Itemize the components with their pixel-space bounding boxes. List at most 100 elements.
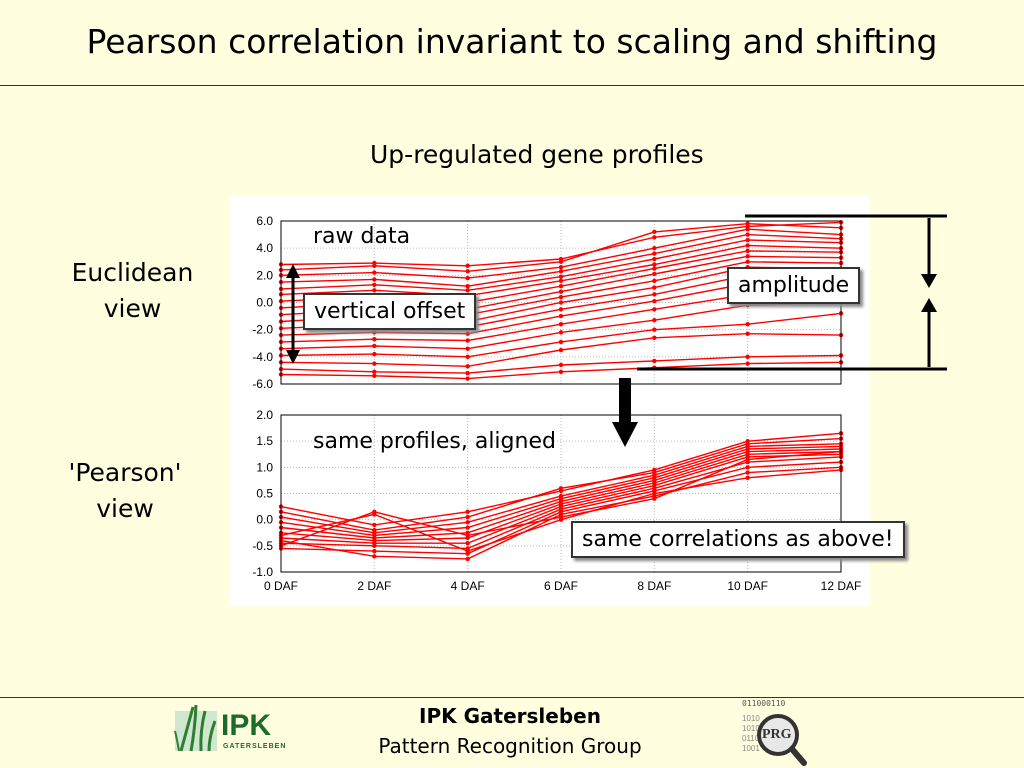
data-point xyxy=(558,322,564,327)
data-point xyxy=(558,294,564,300)
prg-logo-text: PRG xyxy=(762,727,792,742)
footer-divider xyxy=(0,697,1024,698)
data-point xyxy=(652,229,657,235)
data-point xyxy=(558,313,564,319)
y-tick-label: 6.0 xyxy=(256,214,273,228)
data-point xyxy=(745,354,750,360)
pearson-label-line2: view xyxy=(96,494,154,523)
x-tick-label: 12 DAF xyxy=(821,579,862,593)
data-point xyxy=(465,364,470,369)
data-point xyxy=(558,269,564,274)
data-point xyxy=(558,284,564,289)
data-point xyxy=(558,330,564,335)
pearson-view-label: 'Pearson' view xyxy=(55,455,195,527)
data-point xyxy=(745,243,750,248)
data-point xyxy=(652,496,657,501)
y-tick-label: -6.0 xyxy=(252,377,273,391)
data-point xyxy=(652,245,657,251)
data-point xyxy=(465,556,470,562)
x-tick-label: 6 DAF xyxy=(544,579,578,593)
y-tick-label: 0.0 xyxy=(256,513,273,527)
data-point xyxy=(372,263,377,269)
data-point xyxy=(745,475,750,480)
data-point xyxy=(465,509,470,515)
raw-data-note: raw data xyxy=(313,224,411,249)
data-point xyxy=(372,554,377,559)
data-point xyxy=(465,376,470,381)
data-point xyxy=(652,327,657,332)
data-point xyxy=(558,307,564,312)
data-point xyxy=(652,317,657,323)
chart-panel: -6.0 -4.0 -2.0 0.0 2.0 4.0 6.0 -1.0 -0.5 0.0 0.5 1.… xyxy=(230,195,870,605)
data-point xyxy=(372,548,377,554)
data-point xyxy=(745,226,750,232)
data-point xyxy=(465,284,470,289)
data-point xyxy=(558,274,564,279)
data-point xyxy=(372,509,377,515)
data-point xyxy=(745,457,750,462)
data-point xyxy=(465,338,470,343)
svg-text:1001: 1001 xyxy=(742,744,760,753)
data-point xyxy=(652,335,657,341)
data-point xyxy=(465,525,470,530)
data-point xyxy=(558,259,564,264)
data-point xyxy=(372,282,377,288)
footer-org: IPK Gatersleben xyxy=(419,704,601,728)
data-point xyxy=(465,541,470,546)
data-point xyxy=(652,358,657,364)
data-point xyxy=(372,522,377,528)
data-point xyxy=(745,232,750,237)
data-point xyxy=(372,343,377,349)
plot-frame xyxy=(280,414,842,573)
data-point xyxy=(558,514,564,520)
data-point xyxy=(558,347,564,353)
data-point xyxy=(372,270,377,275)
prg-logo-binary: 011000110 xyxy=(742,699,786,708)
data-point xyxy=(745,254,750,259)
data-point xyxy=(372,351,377,357)
data-point xyxy=(652,292,657,297)
footer-group: Pattern Recognition Group xyxy=(378,734,642,758)
same-correlations-box: same correlations as above! xyxy=(571,521,905,558)
x-tick-label: 4 DAF xyxy=(451,579,485,593)
euclidean-view-label: Euclidean view xyxy=(60,255,205,327)
data-point xyxy=(465,275,470,281)
data-point xyxy=(745,465,750,470)
euclidean-label-line2: view xyxy=(103,294,162,323)
data-point xyxy=(465,548,470,554)
y-tick-label: 4.0 xyxy=(256,241,273,255)
y-tick-label: -2.0 xyxy=(252,323,273,337)
data-point xyxy=(745,259,750,264)
svg-text:0110: 0110 xyxy=(742,734,760,743)
data-point xyxy=(558,300,564,305)
data-point xyxy=(465,263,470,269)
y-tick-label: -1.0 xyxy=(252,565,273,579)
data-point xyxy=(558,369,564,374)
x-tick-label: 0 DAF xyxy=(264,579,298,593)
title-divider xyxy=(0,85,1024,86)
data-point xyxy=(652,365,657,370)
data-point xyxy=(372,373,377,379)
ipk-logo-text: IPK xyxy=(221,709,272,742)
ipk-logo: IPK GATERSLEBEN xyxy=(173,703,298,753)
data-point xyxy=(465,331,470,336)
ipk-logo-subtext: GATERSLEBEN xyxy=(223,743,287,750)
data-point xyxy=(745,303,750,308)
data-point xyxy=(372,336,377,342)
data-point xyxy=(652,285,657,290)
slide-title: Pearson correlation invariant to scaling… xyxy=(86,22,938,61)
data-point xyxy=(558,278,564,283)
prg-logo: 011000110 1010 1010 0110 1001 PRG xyxy=(740,699,820,768)
data-point xyxy=(372,361,377,366)
data-point xyxy=(652,298,657,304)
data-point xyxy=(745,322,750,327)
data-point xyxy=(652,491,657,496)
y-tick-label: 2.0 xyxy=(256,408,273,422)
data-point xyxy=(558,289,564,294)
y-tick-label: -4.0 xyxy=(252,350,273,364)
y-tick-label: 2.0 xyxy=(256,268,273,282)
chart-2: -1.0 -0.5 0.0 0.5 1.0 1.5 2.0 0 DAF 2 DAF 4 DAF 6 … xyxy=(252,408,861,593)
data-point xyxy=(465,354,470,360)
x-tick-label: 2 DAF xyxy=(357,579,391,593)
x-tick-label: 10 DAF xyxy=(727,579,768,593)
